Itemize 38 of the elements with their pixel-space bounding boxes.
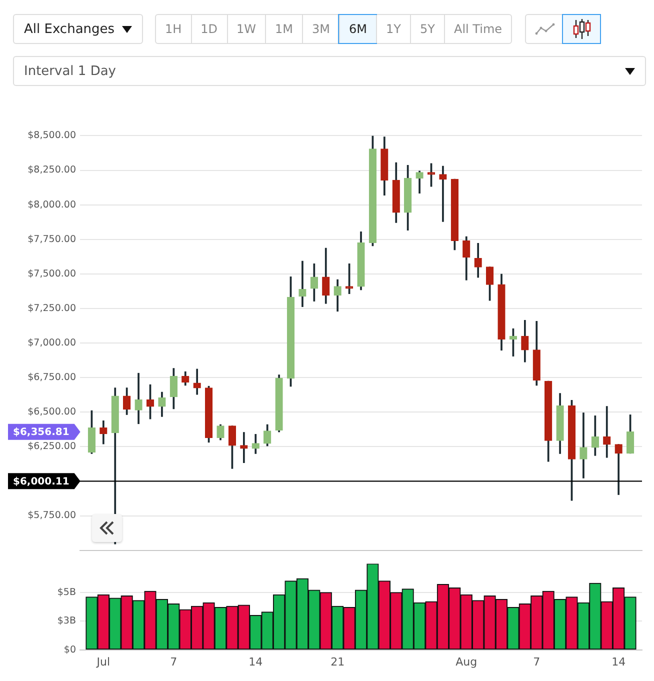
y-tick-label: $5B [57, 586, 76, 598]
text: 3M [302, 15, 340, 43]
y-tick-label: $6,500.00 [28, 406, 76, 418]
ref-line-label: $6,000.11 [13, 476, 70, 488]
candlestick [298, 260, 306, 307]
y-tick-label: $8,250.00 [28, 164, 76, 176]
text: All Time [444, 15, 512, 43]
x-tick-label: 7 [533, 655, 540, 668]
x-tick-label: 14 [248, 655, 263, 668]
y-tick-label: $7,000.00 [28, 337, 76, 348]
y-tick-label: $7,250.00 [28, 302, 76, 314]
x-tick-label: 14 [612, 655, 626, 668]
x-tick-label: Jul [96, 655, 110, 668]
y-tick-label: $8,000.00 [28, 199, 76, 210]
text: 1M [265, 15, 302, 43]
x-tick-label: 7 [170, 655, 178, 668]
x-tick-label: 21 [330, 655, 345, 668]
text: All Exchanges [24, 22, 115, 36]
text: $6,356.81 [13, 426, 70, 438]
x-tick-label: Aug [456, 655, 478, 668]
candlestick [603, 406, 611, 458]
text: 1W [226, 15, 266, 43]
text: 1H [164, 21, 183, 38]
text: 1D [190, 15, 227, 43]
candlestick [240, 432, 248, 464]
text: 5Y [410, 15, 444, 43]
y-tick-label: $7,500.00 [28, 268, 76, 280]
y-tick-label: $7,750.00 [28, 234, 76, 245]
candlestick [439, 166, 447, 222]
y-tick-label: $5,750.00 [28, 510, 76, 522]
text: 1Y [376, 15, 410, 43]
y-tick-label: $8,500.00 [28, 130, 76, 142]
y-tick-label: $6,250.00 [28, 441, 76, 452]
y-tick-label: $0 [64, 644, 76, 656]
y-tick-label: $3B [57, 616, 76, 627]
text: 6M [339, 15, 376, 43]
text: Interval 1 Day [24, 64, 116, 78]
y-tick-label: $6,750.00 [28, 372, 76, 384]
